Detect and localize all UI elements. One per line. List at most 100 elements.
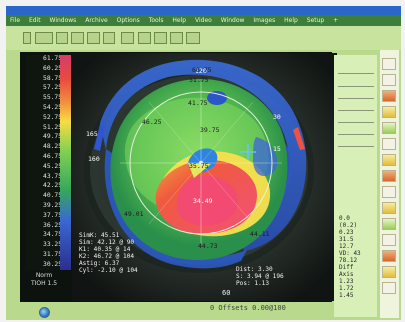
menu-options[interactable]: Options [116, 17, 140, 24]
topography-map: 120 165 160 30 15 60.75 51.75 41.75 46.2… [72, 53, 337, 301]
map-value-5: 39.75 [200, 126, 220, 134]
sidebar-line-8: Diff [339, 264, 354, 271]
scale-footer-line-2: TIOH 1.5 [30, 280, 58, 287]
scale-label-2: 60.25 [43, 64, 62, 72]
toolbar-button-2[interactable] [35, 32, 53, 44]
sidebar-line-2: (0.2) [339, 222, 358, 229]
sidebar-line-10: 1.23 [339, 278, 354, 285]
menu-help-1[interactable]: Help [172, 17, 187, 24]
left-measure-line-6: Cyl: -2.10 @ 104 [79, 267, 138, 274]
toolbar-button-3[interactable] [56, 32, 68, 44]
scale-label-10: 48.25 [43, 143, 62, 151]
left-measure-line-5: Astig: 6.37 [79, 260, 120, 267]
tool-button-11[interactable] [382, 218, 396, 230]
scale-label-15: 40.75 [43, 192, 62, 200]
sidebar-divider-7 [338, 146, 374, 147]
scale-footer-line-1: Norm [35, 272, 53, 279]
right-measure-line-3: Pos: 1.13 [236, 280, 270, 287]
toolbar-button-7[interactable] [121, 32, 134, 44]
tool-button-5[interactable] [382, 122, 396, 134]
right-measure-line-2: S: 3.94 @ 196 [236, 273, 284, 280]
menu-window[interactable]: Window [220, 17, 245, 24]
right-angle-label-2: 15 [273, 145, 281, 153]
left-measure-line-4: K2: 46.72 @ 104 [79, 253, 135, 260]
menu-setup[interactable]: Setup [306, 17, 325, 24]
menu-plus[interactable]: + [333, 17, 339, 24]
globe-icon[interactable] [39, 307, 50, 318]
tool-button-6[interactable] [382, 138, 396, 150]
scale-label-22: 30.25 [43, 260, 62, 268]
sidebar-divider-6 [338, 134, 374, 135]
menu-help-2[interactable]: Help [284, 17, 298, 24]
scale-label-12: 45.25 [43, 162, 62, 170]
sidebar-line-4: 31.5 [339, 236, 354, 243]
left-measure-line-1: SimK: 45.51 [79, 232, 120, 239]
toolbar-button-4[interactable] [71, 32, 84, 44]
map-value-3: 41.75 [188, 99, 208, 107]
tool-button-4[interactable] [382, 106, 396, 118]
map-value-1: 60.75 [192, 66, 212, 74]
toolbar-button-6[interactable] [103, 32, 115, 44]
scale-label-19: 34.75 [43, 231, 62, 239]
right-measure-line-1: Dist: 3.30 [236, 266, 273, 273]
sidebar-divider-4 [338, 110, 374, 111]
scale-label-9: 49.75 [43, 133, 62, 141]
menu-archive[interactable]: Archive [85, 17, 108, 24]
scale-footer: Norm TIOH 1.5 [26, 272, 62, 288]
top-blue-island [207, 91, 227, 105]
scale-label-4: 57.25 [43, 84, 62, 92]
menu-images[interactable]: Images [253, 17, 276, 24]
sidebar-line-11: 1.72 [339, 285, 354, 292]
tool-button-12[interactable] [382, 234, 396, 246]
tool-button-7[interactable] [382, 154, 396, 166]
sidebar-divider-2 [338, 86, 374, 87]
toolbar-button-10[interactable] [170, 32, 183, 44]
sidebar-divider-5 [338, 122, 374, 123]
toolbar-button-9[interactable] [154, 32, 167, 44]
map-value-6: 35.75 [189, 162, 209, 170]
tool-button-1[interactable] [382, 58, 396, 70]
scale-label-11: 46.75 [43, 153, 62, 160]
menu-file[interactable]: File [10, 17, 21, 24]
sidebar-line-7: 78.12 [339, 257, 358, 264]
left-edge-blue-mark [94, 124, 105, 151]
tool-button-10[interactable] [382, 202, 396, 214]
toolbar-button-5[interactable] [87, 32, 100, 44]
right-info-panel: 0.0 (0.2) 0.23 31.5 12.7 VD: 43 78.12 Di… [334, 55, 377, 317]
toolbar-button-11[interactable] [186, 32, 200, 44]
right-blue-island [253, 137, 278, 176]
sidebar-line-6: VD: 43 [339, 250, 361, 257]
map-value-10: 44.73 [198, 242, 218, 250]
scale-label-8: 51.25 [43, 123, 62, 131]
menu-edit[interactable]: Edit [28, 17, 41, 24]
central-yellow-wedge [188, 163, 211, 178]
color-scale-bar [60, 55, 71, 270]
scale-label-3: 58.75 [43, 74, 62, 82]
sidebar-line-3: 0.23 [339, 229, 354, 236]
axis-diagonal-1 [148, 101, 254, 225]
scale-label-14: 42.25 [43, 182, 62, 190]
sidebar-divider-3 [338, 98, 374, 99]
menu-tools[interactable]: Tools [148, 17, 164, 24]
tool-button-8[interactable] [382, 170, 396, 182]
menu-windows[interactable]: Windows [49, 17, 77, 24]
left-measure-block: SimK: 45.51 Sim: 42.12 @ 90 K1: 40.35 @ … [79, 232, 138, 274]
offsets-text: 0 Offsets 0.00@100 [210, 304, 286, 312]
toolbar-button-1[interactable] [23, 32, 31, 44]
right-edge-red-mark [293, 127, 305, 150]
tool-button-2[interactable] [382, 74, 396, 86]
toolbar-button-8[interactable] [138, 32, 151, 44]
scale-label-5: 55.75 [43, 94, 62, 102]
sidebar-text-block: 0.0 (0.2) 0.23 31.5 12.7 VD: 43 78.12 Di… [339, 215, 361, 299]
menu-video[interactable]: Video [195, 17, 212, 24]
pink-hotspot-core [176, 175, 239, 226]
bottom-value: 60 [222, 289, 231, 297]
tool-button-14[interactable] [382, 266, 396, 278]
window-titlebar [6, 6, 401, 15]
menu-bar: File Edit Windows Archive Options Tools … [6, 15, 401, 26]
tool-button-13[interactable] [382, 250, 396, 262]
tool-button-15[interactable] [382, 282, 396, 294]
tool-button-3[interactable] [382, 90, 396, 102]
tool-button-9[interactable] [382, 186, 396, 198]
sidebar-divider-1 [338, 73, 374, 74]
